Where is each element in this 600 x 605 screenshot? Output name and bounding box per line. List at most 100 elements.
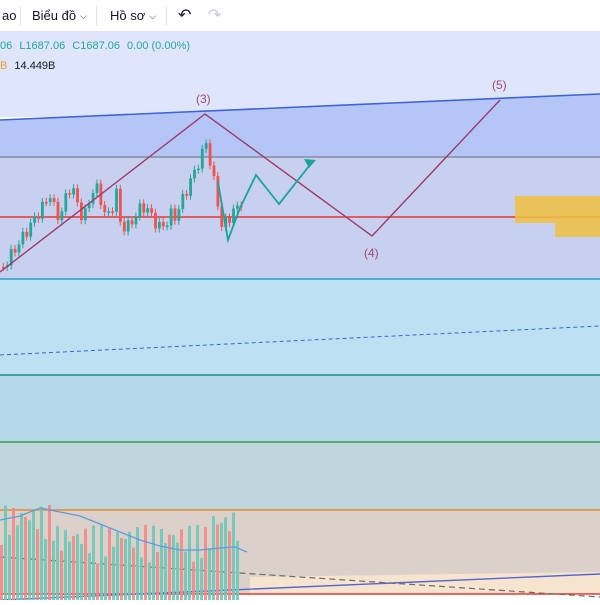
chart-canvas[interactable]: (3) (4) (5) bbox=[0, 32, 600, 601]
candle-body bbox=[103, 205, 107, 213]
candle-body bbox=[76, 188, 79, 203]
candle-body bbox=[107, 211, 111, 213]
volume-value: 14.449B bbox=[14, 60, 56, 72]
candle-body bbox=[138, 203, 142, 217]
candle-body bbox=[87, 203, 91, 209]
volume-bar bbox=[176, 542, 179, 600]
volume-bar bbox=[112, 546, 115, 600]
candle-body bbox=[119, 188, 122, 222]
candle-body bbox=[216, 176, 220, 207]
candle-body bbox=[56, 201, 60, 221]
volume-bar bbox=[0, 545, 3, 600]
volume-bar bbox=[4, 505, 7, 600]
candle-body bbox=[220, 206, 224, 228]
candle-body bbox=[122, 221, 126, 232]
candle-body bbox=[161, 221, 165, 227]
volume-bar bbox=[140, 557, 143, 600]
volume-bar bbox=[128, 531, 131, 600]
candle-body bbox=[126, 220, 130, 232]
volume-bar bbox=[212, 516, 215, 600]
volume-bar bbox=[40, 506, 43, 600]
candle-body bbox=[189, 178, 192, 196]
chevron-down-icon: ⌵ bbox=[149, 11, 157, 21]
volume-bar bbox=[204, 526, 207, 600]
dashed-trend-line[interactable] bbox=[0, 325, 600, 356]
price-chart[interactable]: (3) (4) (5) 06 L1687.06 C1687.06 0.00 (0… bbox=[0, 32, 600, 601]
projection-arrow-icon bbox=[304, 159, 316, 168]
candle-body bbox=[64, 193, 68, 212]
ohlc-low: L1687.06 bbox=[19, 40, 66, 52]
candle-body bbox=[80, 202, 83, 221]
volume-bar bbox=[12, 507, 15, 600]
elliott-wave-lines[interactable] bbox=[0, 99, 501, 273]
candle-body bbox=[212, 165, 216, 177]
candle-body bbox=[52, 198, 56, 202]
candle-body bbox=[142, 203, 146, 213]
volume-legend: B 14.449B bbox=[0, 60, 59, 72]
chart-menu-button[interactable]: Biểu đồ ⌵ bbox=[32, 0, 87, 32]
candle-body bbox=[9, 249, 13, 266]
band-range bbox=[0, 157, 600, 279]
candle-body bbox=[68, 193, 72, 195]
ohlc-change: 0.00 (0.00%) bbox=[127, 40, 191, 52]
candle-body bbox=[232, 208, 235, 223]
wave-label-3: (3) bbox=[196, 92, 211, 106]
candle-body bbox=[115, 188, 118, 212]
volume-bar bbox=[228, 531, 231, 600]
toolbar-divider bbox=[20, 6, 21, 26]
volume-bar bbox=[80, 543, 83, 600]
candle-body bbox=[158, 221, 161, 229]
candle-body bbox=[177, 209, 181, 221]
volume-bar bbox=[200, 557, 203, 600]
projection-path[interactable] bbox=[217, 160, 314, 244]
undo-icon[interactable]: ↶ bbox=[178, 7, 192, 24]
volume-bar bbox=[224, 517, 227, 600]
candle-body bbox=[72, 188, 75, 195]
candle-body bbox=[208, 143, 212, 166]
volume-bar bbox=[184, 551, 187, 600]
volume-bar bbox=[208, 548, 211, 600]
volume-bar bbox=[44, 539, 47, 600]
toolbar-divider bbox=[96, 6, 97, 26]
candle-body bbox=[146, 208, 150, 213]
redo-icon[interactable]: ↷ bbox=[208, 7, 222, 24]
volume-bar bbox=[120, 538, 123, 600]
volume-bar bbox=[48, 505, 51, 600]
ohlc-legend: 06 L1687.06 C1687.06 0.00 (0.00%) bbox=[0, 40, 194, 52]
volume-bar bbox=[32, 510, 35, 600]
ohlc-open-tail: 06 bbox=[0, 40, 13, 52]
volume-bar bbox=[168, 534, 171, 600]
volume-bar bbox=[88, 553, 91, 600]
candle-body bbox=[2, 267, 5, 269]
volume-bar bbox=[152, 525, 155, 600]
supply-zone-box[interactable] bbox=[515, 196, 600, 223]
channel-upper-line[interactable] bbox=[0, 93, 600, 121]
candle-body bbox=[25, 231, 29, 237]
truncated-menu-item[interactable]: ao bbox=[2, 0, 16, 32]
volume-bar bbox=[92, 525, 95, 600]
volume-bar bbox=[16, 525, 19, 600]
candle-body bbox=[150, 208, 153, 213]
volume-bar bbox=[148, 562, 151, 600]
candle-body bbox=[33, 216, 36, 223]
candle-body bbox=[44, 201, 48, 204]
ohlc-close: C1687.06 bbox=[72, 40, 120, 52]
candle-body bbox=[48, 198, 52, 202]
candle-body bbox=[173, 208, 177, 221]
chart-menu-label: Biểu đồ bbox=[32, 8, 77, 23]
volume-bar bbox=[232, 512, 235, 600]
volume-bar bbox=[136, 527, 139, 600]
volume-bar bbox=[100, 525, 103, 600]
toolbar-divider bbox=[166, 6, 167, 26]
volume-bar bbox=[236, 540, 239, 600]
candle-body bbox=[193, 169, 196, 179]
supply-zone-box-lower[interactable] bbox=[555, 223, 600, 237]
volume-bar bbox=[52, 540, 55, 600]
volume-bar bbox=[156, 552, 159, 600]
volume-bar bbox=[160, 529, 163, 600]
volume-bar bbox=[124, 539, 127, 600]
profile-menu-button[interactable]: Hồ sơ ⌵ bbox=[110, 0, 156, 32]
volume-bar bbox=[116, 532, 119, 600]
volume-bar bbox=[216, 524, 219, 600]
candle-body bbox=[41, 201, 44, 219]
